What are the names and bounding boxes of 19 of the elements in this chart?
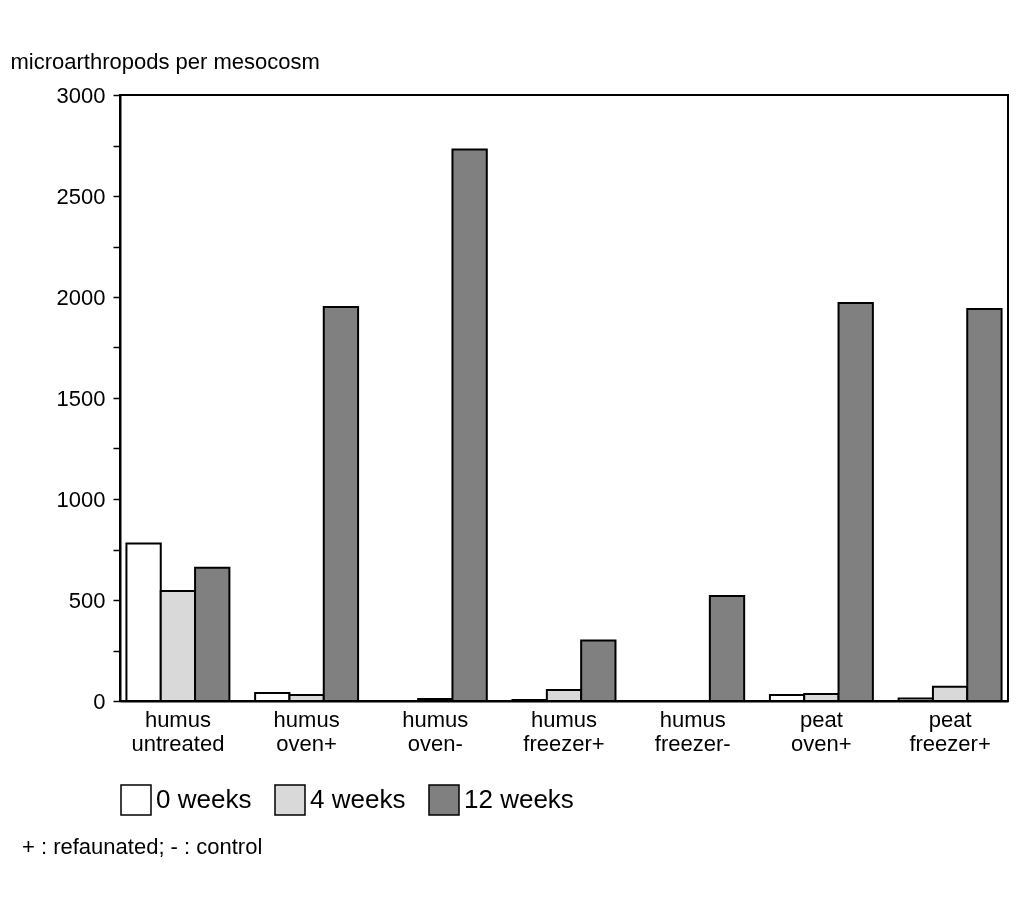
legend-label: 0 weeks xyxy=(156,784,252,814)
x-tick-label: humus oven- xyxy=(402,706,469,756)
legend-label: 4 weeks xyxy=(310,784,406,814)
y-axis-title: microarthropods per mesocosm xyxy=(10,48,320,74)
y-tick-label: 2000 xyxy=(56,284,106,310)
y-tick-label: 1500 xyxy=(56,385,106,411)
y-tick-label: 500 xyxy=(68,587,106,613)
y-tick-label: 3000 xyxy=(56,82,106,108)
text: + : refaunated; - : control xyxy=(22,834,264,860)
x-tick-label: humus oven+ xyxy=(273,706,340,756)
x-tick-label: peat oven+ xyxy=(791,706,852,756)
x-tick-label: humus freezer- xyxy=(654,706,731,756)
x-tick-label: humus untreated xyxy=(131,706,225,756)
legend-label: 12 weeks xyxy=(464,784,574,814)
y-tick-label: 2500 xyxy=(56,183,106,209)
y-tick-label: 0 xyxy=(93,688,106,714)
x-tick-label: humus freezer+ xyxy=(523,706,605,756)
y-tick-label: 1000 xyxy=(56,486,106,512)
x-tick-label: peat freezer+ xyxy=(909,706,991,756)
